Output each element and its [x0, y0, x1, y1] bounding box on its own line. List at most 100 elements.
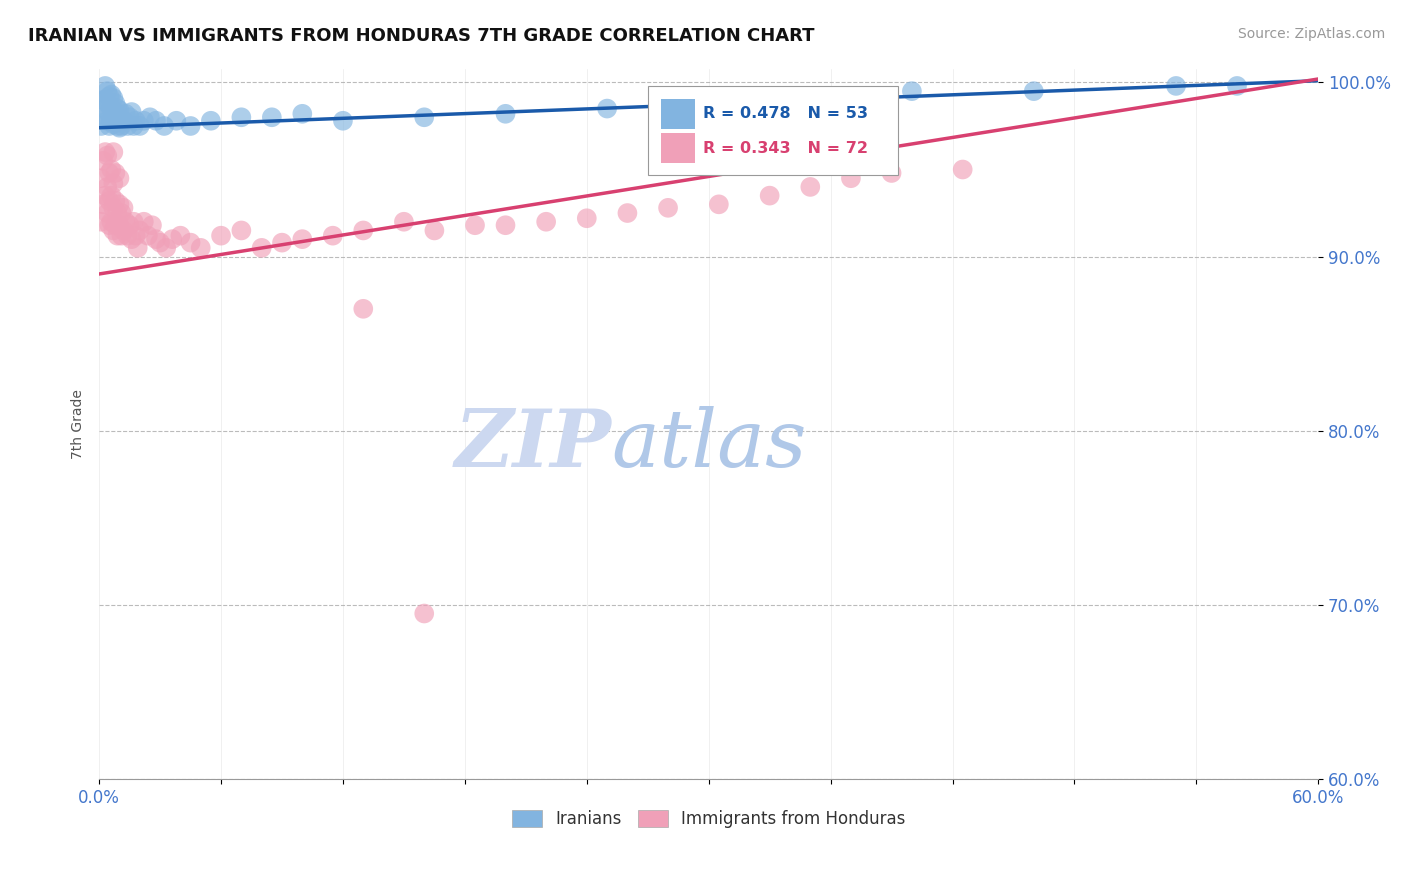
Point [104, 115, 127, 129]
Point [103, 201, 125, 215]
Point [128, 223, 150, 237]
Point [190, 241, 212, 255]
Point [103, 177, 125, 191]
Point [155, 241, 177, 255]
Point [231, 110, 253, 124]
Point [952, 162, 974, 177]
Point [231, 223, 253, 237]
Point [128, 119, 150, 133]
Point [332, 113, 354, 128]
Point [209, 228, 232, 243]
Point [108, 103, 131, 118]
Point [153, 119, 176, 133]
Point [423, 223, 446, 237]
Point [799, 180, 821, 194]
Point [112, 113, 135, 128]
Point [180, 235, 202, 250]
Point [839, 171, 862, 186]
Point [271, 235, 294, 250]
Point [90, 119, 112, 133]
Point [94, 78, 117, 93]
Point [139, 110, 162, 124]
Point [413, 110, 436, 124]
Point [118, 218, 141, 232]
Point [145, 113, 167, 128]
Point [96, 84, 118, 98]
Point [596, 102, 619, 116]
Point [122, 119, 145, 133]
Point [96, 96, 118, 111]
Point [291, 232, 314, 246]
Point [121, 105, 143, 120]
Point [114, 215, 136, 229]
Point [392, 215, 415, 229]
Point [104, 166, 127, 180]
Point [901, 84, 924, 98]
Point [495, 218, 517, 232]
Point [104, 218, 127, 232]
Text: R = 0.343   N = 72: R = 0.343 N = 72 [703, 141, 868, 155]
Point [98, 89, 121, 103]
Point [180, 119, 202, 133]
Point [718, 93, 741, 107]
Point [464, 218, 486, 232]
Point [91, 93, 114, 107]
Point [117, 119, 139, 133]
Point [575, 211, 598, 226]
Point [94, 93, 117, 107]
Point [110, 228, 132, 243]
Point [96, 113, 118, 128]
Point [291, 107, 314, 121]
Point [118, 110, 141, 124]
Point [96, 206, 118, 220]
Point [100, 87, 122, 102]
Point [100, 102, 122, 116]
FancyBboxPatch shape [661, 133, 696, 163]
Point [108, 120, 131, 135]
Point [136, 228, 159, 243]
Point [100, 162, 122, 177]
Point [98, 166, 121, 180]
Point [98, 119, 121, 133]
Point [1164, 78, 1187, 93]
Point [1022, 84, 1045, 98]
Text: Source: ZipAtlas.com: Source: ZipAtlas.com [1237, 27, 1385, 41]
Point [96, 148, 118, 162]
Point [90, 215, 112, 229]
Point [534, 215, 557, 229]
Text: R = 0.478   N = 53: R = 0.478 N = 53 [703, 106, 868, 121]
Point [616, 206, 638, 220]
Point [250, 241, 273, 255]
Point [91, 197, 114, 211]
Point [98, 194, 121, 208]
Point [108, 197, 131, 211]
Point [114, 107, 136, 121]
Point [107, 228, 129, 243]
Point [169, 228, 191, 243]
FancyBboxPatch shape [661, 99, 696, 129]
Point [820, 89, 842, 103]
Point [1226, 78, 1249, 93]
Point [100, 113, 122, 128]
Point [165, 113, 187, 128]
Text: ZIP: ZIP [454, 406, 612, 483]
Point [657, 201, 679, 215]
Point [880, 166, 903, 180]
Point [94, 145, 117, 160]
Point [103, 223, 125, 237]
FancyBboxPatch shape [648, 87, 897, 175]
Point [322, 228, 344, 243]
Point [127, 241, 149, 255]
Point [98, 218, 121, 232]
Point [103, 91, 125, 105]
Text: IRANIAN VS IMMIGRANTS FROM HONDURAS 7TH GRADE CORRELATION CHART: IRANIAN VS IMMIGRANTS FROM HONDURAS 7TH … [28, 27, 814, 45]
Point [117, 228, 139, 243]
Point [125, 113, 148, 128]
Point [98, 107, 121, 121]
Point [110, 206, 132, 220]
Point [108, 171, 131, 186]
Point [91, 153, 114, 168]
Point [121, 232, 143, 246]
Point [149, 235, 172, 250]
Point [107, 206, 129, 220]
